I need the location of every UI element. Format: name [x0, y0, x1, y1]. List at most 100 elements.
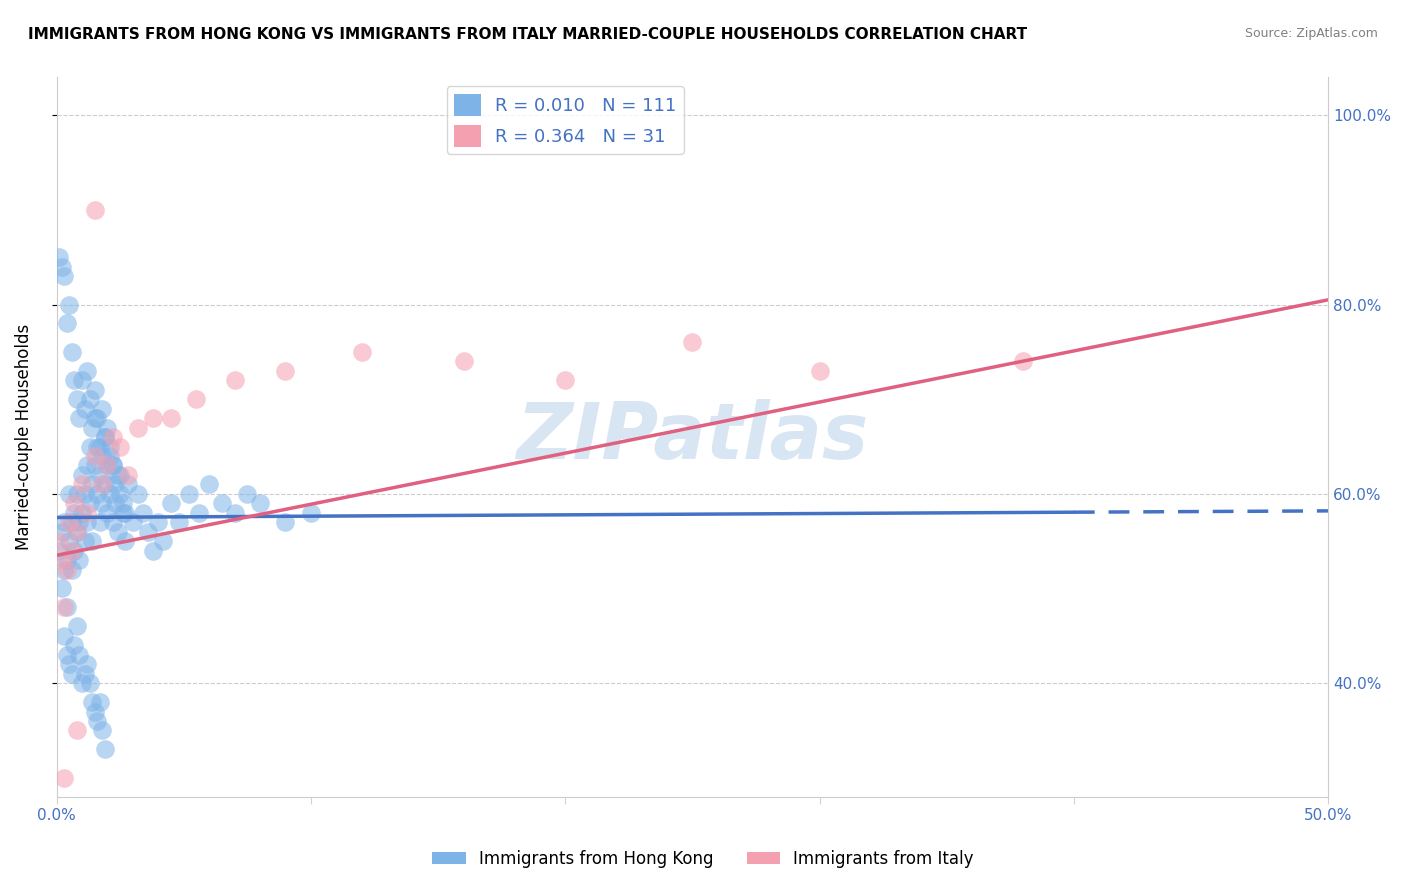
- Point: [681, 335, 703, 350]
- Point: [350, 344, 373, 359]
- Point: [96, 420, 118, 434]
- Point: [96, 506, 118, 520]
- Point: [224, 373, 246, 387]
- Point: [83, 458, 105, 473]
- Point: [236, 487, 259, 501]
- Point: [55, 648, 77, 662]
- Point: [55, 600, 77, 615]
- Point: [83, 411, 105, 425]
- Point: [60, 543, 83, 558]
- Point: [91, 477, 114, 491]
- Point: [104, 496, 127, 510]
- Point: [60, 515, 83, 529]
- Point: [58, 487, 80, 501]
- Point: [70, 506, 93, 520]
- Point: [63, 496, 86, 510]
- Point: [96, 458, 118, 473]
- Point: [53, 269, 76, 284]
- Point: [91, 449, 114, 463]
- Point: [83, 449, 105, 463]
- Point: [86, 440, 108, 454]
- Point: [76, 458, 98, 473]
- Point: [69, 648, 91, 662]
- Point: [111, 506, 134, 520]
- Point: [79, 392, 101, 407]
- Point: [69, 515, 91, 529]
- Point: [58, 534, 80, 549]
- Point: [148, 515, 170, 529]
- Text: IMMIGRANTS FROM HONG KONG VS IMMIGRANTS FROM ITALY MARRIED-COUPLE HOUSEHOLDS COR: IMMIGRANTS FROM HONG KONG VS IMMIGRANTS …: [28, 27, 1028, 42]
- Point: [79, 676, 101, 690]
- Point: [60, 666, 83, 681]
- Point: [188, 506, 211, 520]
- Point: [83, 705, 105, 719]
- Point: [51, 260, 73, 274]
- Text: Source: ZipAtlas.com: Source: ZipAtlas.com: [1244, 27, 1378, 40]
- Point: [98, 449, 121, 463]
- Point: [98, 440, 121, 454]
- Point: [63, 543, 86, 558]
- Point: [83, 383, 105, 397]
- Point: [60, 344, 83, 359]
- Point: [101, 458, 124, 473]
- Y-axis label: Married-couple Households: Married-couple Households: [15, 324, 32, 550]
- Point: [76, 515, 98, 529]
- Point: [51, 524, 73, 539]
- Point: [142, 543, 165, 558]
- Point: [117, 477, 139, 491]
- Point: [91, 496, 114, 510]
- Point: [48, 250, 70, 264]
- Point: [79, 440, 101, 454]
- Point: [70, 676, 93, 690]
- Point: [76, 657, 98, 672]
- Point: [249, 496, 271, 510]
- Point: [82, 695, 104, 709]
- Point: [211, 496, 233, 510]
- Point: [101, 458, 124, 473]
- Point: [107, 467, 129, 482]
- Point: [76, 506, 98, 520]
- Point: [274, 515, 297, 529]
- Point: [86, 714, 108, 728]
- Point: [167, 515, 190, 529]
- Point: [91, 401, 114, 416]
- Point: [160, 496, 183, 510]
- Point: [48, 534, 70, 549]
- Point: [177, 487, 200, 501]
- Point: [101, 430, 124, 444]
- Point: [53, 563, 76, 577]
- Point: [107, 524, 129, 539]
- Point: [127, 487, 149, 501]
- Point: [69, 411, 91, 425]
- Point: [114, 506, 136, 520]
- Point: [70, 373, 93, 387]
- Point: [101, 515, 124, 529]
- Point: [132, 506, 155, 520]
- Point: [53, 600, 76, 615]
- Point: [51, 553, 73, 567]
- Point: [73, 534, 96, 549]
- Point: [53, 629, 76, 643]
- Point: [111, 496, 134, 510]
- Text: ZIPatlas: ZIPatlas: [516, 399, 869, 475]
- Point: [73, 666, 96, 681]
- Point: [58, 297, 80, 311]
- Point: [94, 742, 117, 756]
- Point: [53, 515, 76, 529]
- Point: [66, 524, 89, 539]
- Point: [73, 487, 96, 501]
- Point: [160, 411, 183, 425]
- Point: [83, 202, 105, 217]
- Point: [66, 619, 89, 633]
- Point: [58, 657, 80, 672]
- Point: [70, 467, 93, 482]
- Point: [66, 723, 89, 738]
- Point: [1012, 354, 1035, 368]
- Point: [198, 477, 221, 491]
- Point: [63, 506, 86, 520]
- Point: [66, 487, 89, 501]
- Legend: R = 0.010   N = 111, R = 0.364   N = 31: R = 0.010 N = 111, R = 0.364 N = 31: [447, 87, 683, 154]
- Point: [299, 506, 322, 520]
- Point: [89, 467, 111, 482]
- Point: [98, 487, 121, 501]
